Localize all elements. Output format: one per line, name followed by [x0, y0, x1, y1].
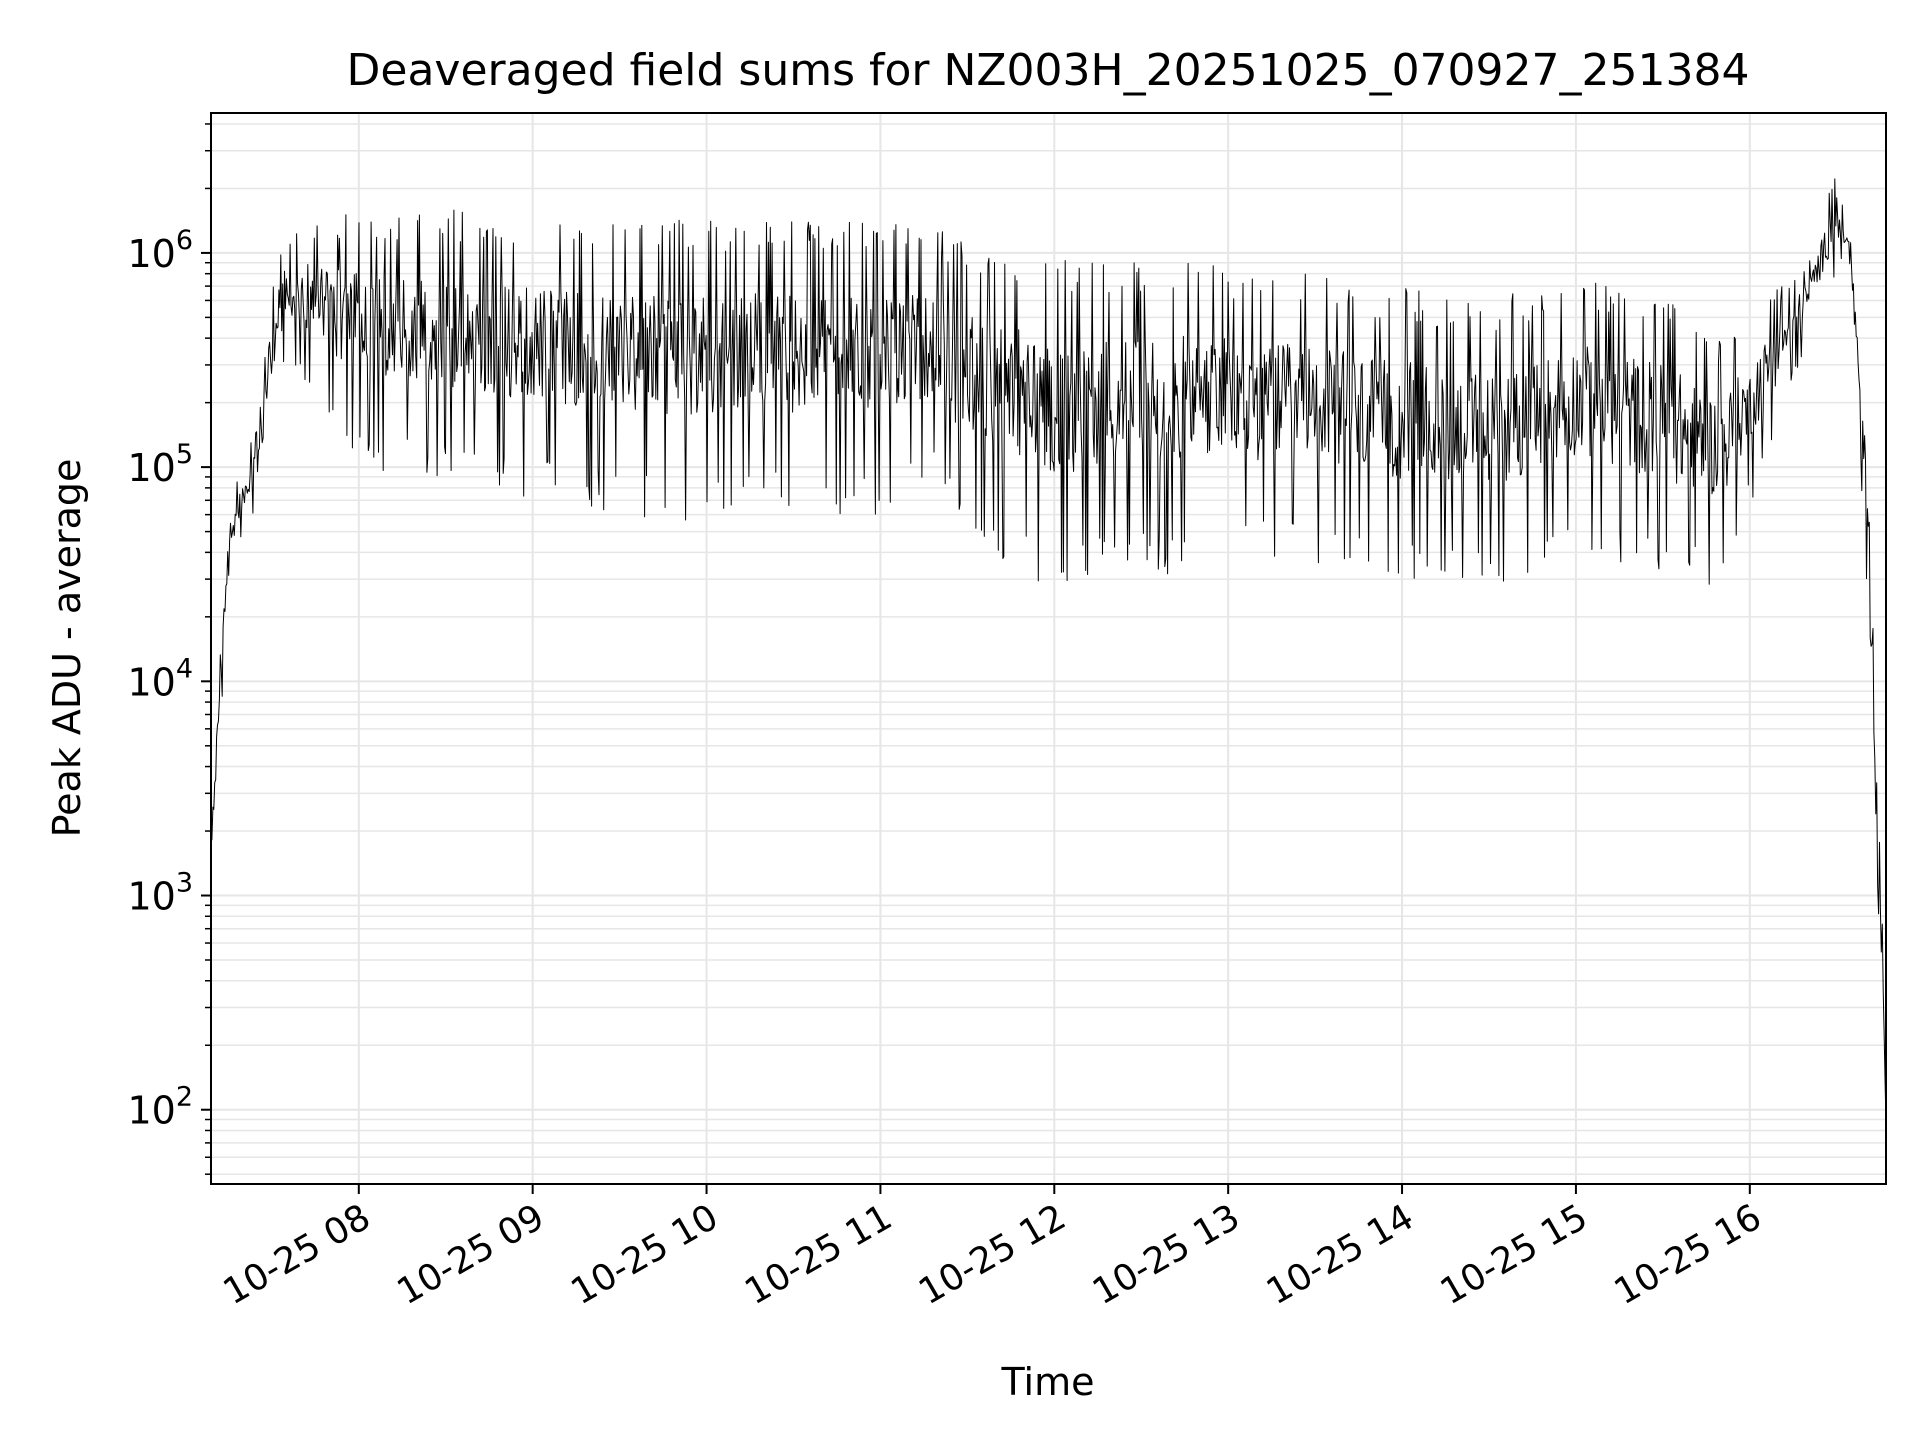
y-tick-exponent: 6 [176, 225, 193, 256]
y-tick-base: 10 [127, 875, 175, 919]
y-tick-base: 10 [127, 232, 175, 276]
plot-area [210, 178, 1887, 1124]
axes-frame [210, 112, 1887, 1185]
y-tick-base: 10 [127, 660, 175, 704]
y-tick-label: 106 [127, 225, 193, 276]
y-tick-exponent: 2 [176, 1082, 193, 1113]
y-tick-exponent: 4 [176, 653, 193, 684]
y-axis-label: Peak ADU - average [45, 459, 89, 838]
y-tick-exponent: 3 [176, 868, 193, 899]
y-tick-label: 104 [127, 653, 193, 704]
grid [211, 113, 1886, 1184]
y-tick-label: 102 [127, 1082, 193, 1133]
y-tick-exponent: 5 [176, 439, 193, 470]
y-tick-label: 105 [127, 439, 193, 490]
x-axis-label: Time [1001, 1360, 1095, 1404]
series-line-0 [210, 178, 1887, 1124]
chart-title: Deaveraged field sums for NZ003H_2025102… [347, 45, 1750, 96]
y-tick-base: 10 [127, 446, 175, 490]
y-tick-base: 10 [127, 1089, 175, 1133]
y-tick-label: 103 [127, 868, 193, 919]
